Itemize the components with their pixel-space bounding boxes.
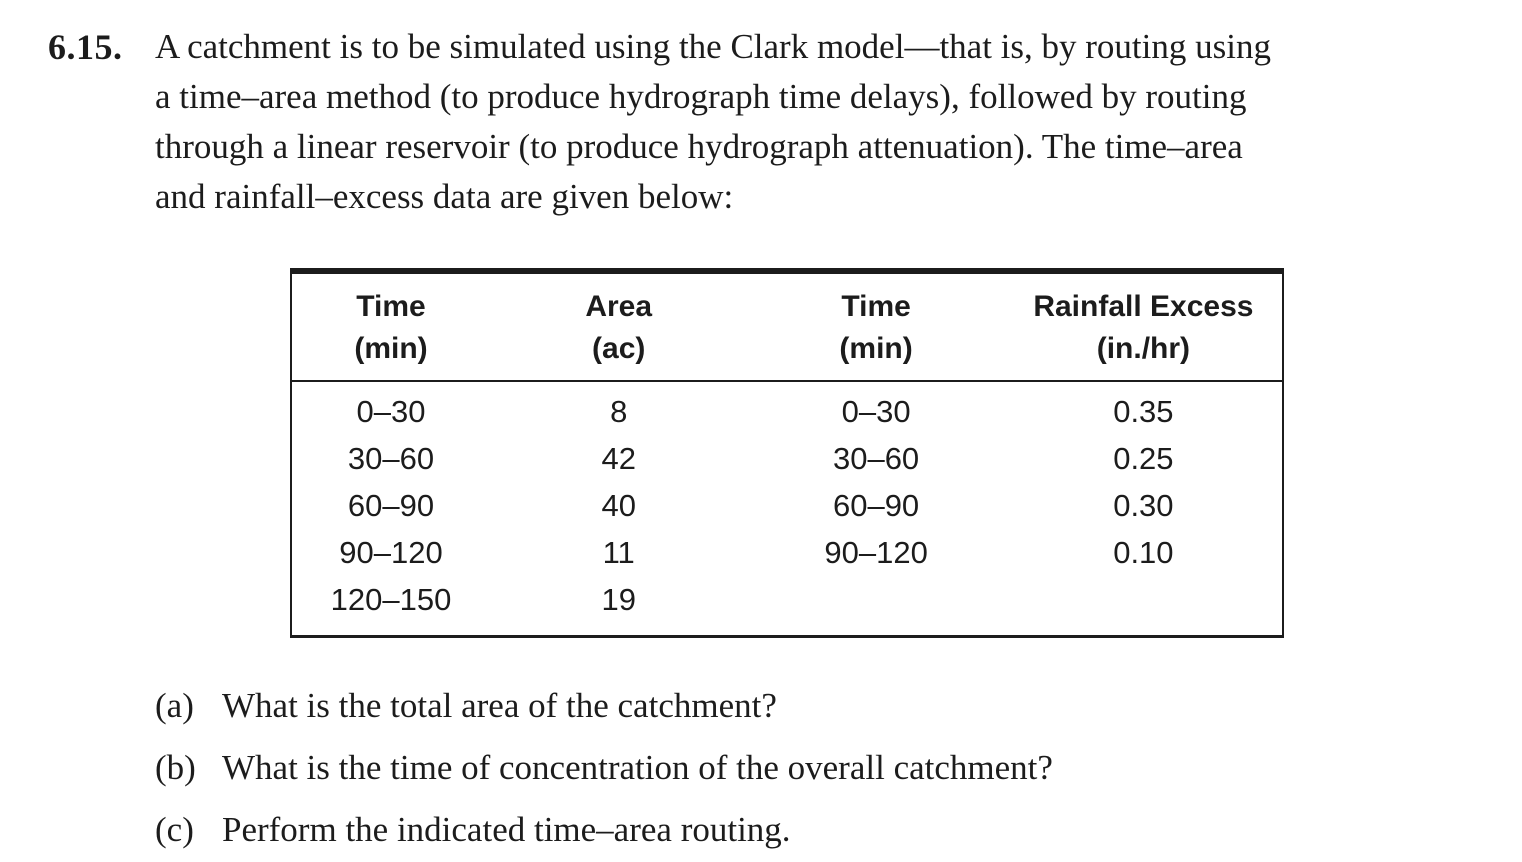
- column-label: Time: [841, 290, 911, 323]
- column-unit: (min): [354, 332, 428, 365]
- question-c: (c) Perform the indicated time–area rout…: [155, 808, 1053, 852]
- cell-time: 0–30: [356, 394, 426, 429]
- question-label: (a): [155, 686, 194, 725]
- column-header-time-2: Time (min): [747, 286, 1004, 370]
- statement-line: a time–area method (to produce hydrograp…: [155, 77, 1247, 116]
- statement-line: A catchment is to be simulated using the…: [155, 27, 1271, 66]
- column-unit: (in./hr): [1096, 332, 1191, 365]
- cell-rainfall: 0.30: [1113, 488, 1174, 523]
- column-label: Rainfall Excess: [1033, 290, 1254, 323]
- question-label: (c): [155, 810, 194, 849]
- table-row: 60–90 40 60–90 0.30: [292, 482, 1282, 529]
- cell-time-2: 90–120: [824, 535, 928, 570]
- table-row: 120–150 19: [292, 576, 1282, 623]
- cell-rainfall: 0.10: [1113, 535, 1174, 570]
- cell-area: 8: [610, 394, 628, 429]
- time-area-rainfall-table: Time (min) Area (ac) Time (min) Rainfall…: [290, 268, 1284, 638]
- cell-time: 60–90: [347, 488, 435, 523]
- question-label: (b): [155, 748, 196, 787]
- column-label: Area: [585, 290, 653, 323]
- cell-rainfall: 0.25: [1113, 441, 1174, 476]
- statement-line: and rainfall–excess data are given below…: [155, 177, 734, 216]
- problem-number: 6.15.: [48, 27, 123, 67]
- table-row: 30–60 42 30–60 0.25: [292, 435, 1282, 482]
- cell-time: 30–60: [347, 441, 435, 476]
- column-header-area: Area (ac): [490, 286, 747, 370]
- cell-area: 19: [601, 582, 636, 617]
- cell-rainfall: 0.35: [1113, 394, 1174, 429]
- column-label: Time: [356, 290, 426, 323]
- statement-line: through a linear reservoir (to produce h…: [155, 127, 1243, 166]
- table-header-row: Time (min) Area (ac) Time (min) Rainfall…: [292, 274, 1282, 382]
- table-row: 0–30 8 0–30 0.35: [292, 388, 1282, 435]
- cell-area: 11: [602, 535, 635, 570]
- cell-time-2: 0–30: [841, 394, 911, 429]
- question-text: What is the total area of the catchment?: [222, 686, 777, 725]
- cell-time-2: 30–60: [832, 441, 920, 476]
- question-list: (a) What is the total area of the catchm…: [155, 684, 1053, 862]
- question-text: What is the time of concentration of the…: [222, 748, 1053, 787]
- column-header-time-1: Time (min): [292, 286, 490, 370]
- column-header-rainfall-excess: Rainfall Excess (in./hr): [1005, 286, 1282, 370]
- question-a: (a) What is the total area of the catchm…: [155, 684, 1053, 728]
- cell-time-2: 60–90: [832, 488, 920, 523]
- cell-time-2: [747, 576, 1004, 623]
- table-row: 90–120 11 90–120 0.10: [292, 529, 1282, 576]
- cell-area: 42: [601, 441, 636, 476]
- question-text: Perform the indicated time–area routing.: [222, 810, 791, 849]
- cell-rainfall: [1005, 576, 1282, 623]
- column-unit: (min): [839, 332, 913, 365]
- cell-time: 90–120: [339, 535, 443, 570]
- column-unit: (ac): [592, 332, 646, 365]
- cell-area: 40: [601, 488, 636, 523]
- problem-statement: A catchment is to be simulated using the…: [155, 22, 1455, 222]
- cell-time: 120–150: [330, 582, 452, 617]
- question-b: (b) What is the time of concentration of…: [155, 746, 1053, 790]
- table-body: 0–30 8 0–30 0.35 30–60 42 30–60 0.25 60–…: [292, 382, 1282, 635]
